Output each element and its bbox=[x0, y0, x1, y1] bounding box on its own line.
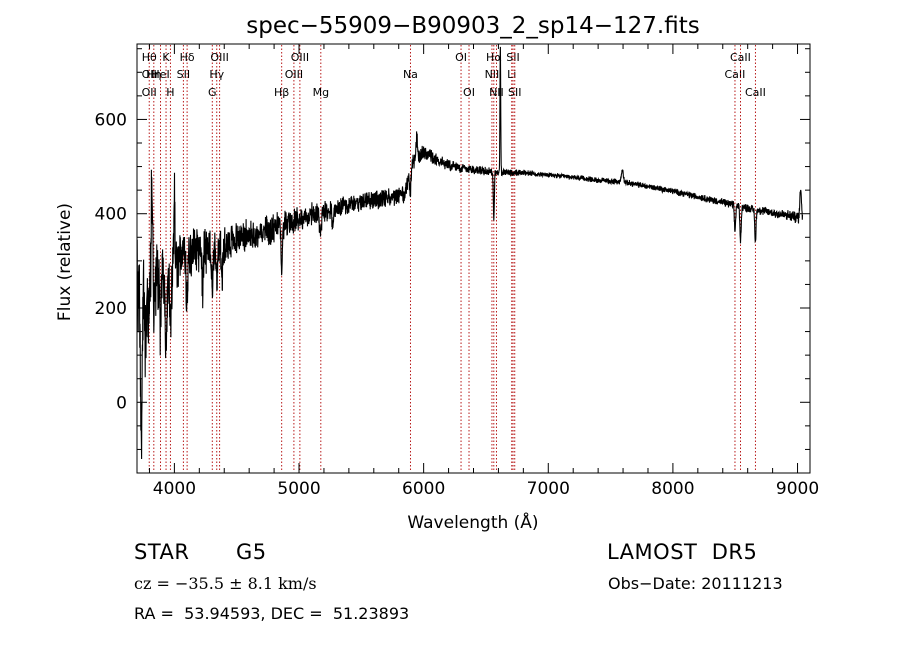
observation-date: Obs−Date: 20111213 bbox=[608, 574, 783, 593]
y-tick-label: 0 bbox=[116, 393, 127, 413]
object-class: STAR bbox=[134, 540, 190, 564]
x-tick-label: 6000 bbox=[402, 479, 445, 499]
coordinates-readout: RA = 53.94593, DEC = 51.23893 bbox=[134, 604, 410, 623]
line-marker-label: Hα bbox=[486, 51, 502, 64]
line-marker-label: Hη bbox=[146, 68, 161, 81]
object-subclass: G5 bbox=[236, 540, 267, 564]
line-marker-label: Hθ bbox=[142, 51, 157, 64]
line-marker-label: Mg bbox=[313, 86, 329, 99]
line-marker-label: OIII bbox=[210, 51, 228, 64]
survey-name: LAMOST DR5 bbox=[607, 540, 758, 564]
y-axis-label: Flux (relative) bbox=[55, 203, 75, 321]
x-tick-label: 9000 bbox=[776, 479, 819, 499]
line-marker-label: G bbox=[208, 86, 217, 99]
line-marker-label: NII bbox=[485, 68, 500, 81]
spectrum-line bbox=[136, 46, 804, 460]
chart-title: spec−55909−B90903_2_sp14−127.fits bbox=[246, 13, 700, 39]
line-marker-label: OI bbox=[463, 86, 475, 99]
y-tick-label: 400 bbox=[95, 205, 127, 225]
line-marker-label: Na bbox=[403, 68, 418, 81]
redshift-readout: cz = −35.5 ± 8.1 km/s bbox=[134, 574, 317, 593]
line-marker-label: OI bbox=[455, 51, 467, 64]
line-marker-label: SII bbox=[508, 86, 521, 99]
line-marker-label: K bbox=[162, 51, 170, 64]
series-group bbox=[136, 46, 804, 460]
line-marker-label: CaII bbox=[745, 86, 766, 99]
line-marker-label: Li bbox=[507, 68, 516, 81]
x-tick-label: 5000 bbox=[277, 479, 320, 499]
line-marker-label: Hβ bbox=[274, 86, 289, 99]
line-marker-label: NII bbox=[489, 86, 504, 99]
line-marker-label: HeI bbox=[151, 68, 169, 81]
x-axis-label: Wavelength (Å) bbox=[407, 511, 538, 533]
line-marker-label: CaII bbox=[730, 51, 751, 64]
y-tick-label: 600 bbox=[95, 110, 127, 130]
x-tick-label: 4000 bbox=[153, 479, 196, 499]
line-marker-label: OIII bbox=[285, 68, 303, 81]
line-marker-label: H bbox=[166, 86, 174, 99]
x-tick-label: 8000 bbox=[651, 479, 694, 499]
axes-group: 4000 5000 6000 7000 8000 9000 0 200 400 600 bbox=[95, 44, 819, 499]
line-marker-label: Hγ bbox=[209, 68, 224, 81]
line-marker-label: OII bbox=[142, 86, 157, 99]
x-tick-label: 7000 bbox=[527, 479, 570, 499]
line-marker-group: HθOIIOIIHηHeIKHSIIHδGHγOIIIHβOIIIOIIIMgN… bbox=[142, 45, 766, 472]
line-marker-label: CaII bbox=[725, 68, 746, 81]
line-marker-label: OIII bbox=[291, 51, 309, 64]
plot-frame bbox=[136, 43, 811, 474]
line-marker-label: SII bbox=[506, 51, 519, 64]
line-marker-label: OII bbox=[142, 68, 157, 81]
line-marker-label: SII bbox=[177, 68, 190, 81]
line-marker-label: Hδ bbox=[180, 51, 195, 64]
y-tick-label: 200 bbox=[95, 299, 127, 319]
